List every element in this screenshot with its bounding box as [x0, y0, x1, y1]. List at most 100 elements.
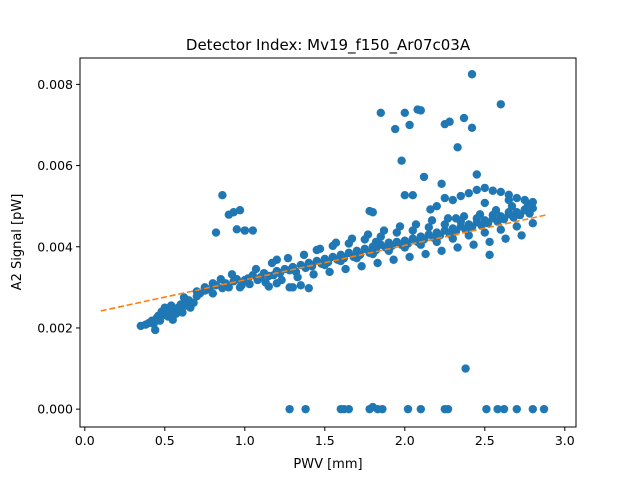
data-point — [472, 185, 481, 195]
data-point — [488, 210, 497, 220]
y-tick-label: 0.008 — [37, 77, 73, 92]
x-tick-label: 2.5 — [475, 433, 495, 448]
y-tick-label: 0.000 — [37, 402, 73, 417]
data-point — [499, 404, 509, 414]
data-point — [155, 316, 165, 325]
data-point — [227, 270, 237, 279]
data-point — [405, 252, 414, 262]
data-point — [309, 270, 318, 279]
data-point — [248, 226, 257, 235]
data-point — [469, 240, 478, 249]
data-point — [344, 404, 353, 414]
data-point — [485, 250, 494, 260]
data-point — [472, 214, 481, 223]
data-point — [392, 228, 401, 237]
data-point — [211, 228, 221, 237]
data-point — [520, 205, 529, 214]
data-point — [373, 258, 382, 268]
data-point — [151, 325, 160, 335]
data-point — [192, 292, 201, 301]
data-point — [400, 191, 409, 200]
data-point — [173, 304, 182, 313]
data-point — [378, 404, 387, 414]
data-point — [240, 226, 249, 235]
data-point — [405, 120, 414, 130]
data-point — [448, 195, 457, 205]
data-point — [459, 113, 469, 123]
y-tick-label: 0.004 — [37, 239, 73, 254]
data-point — [245, 279, 254, 289]
x-tick-label: 1.5 — [315, 433, 335, 448]
data-point — [186, 303, 195, 312]
data-point — [397, 156, 406, 165]
data-point — [453, 143, 462, 152]
data-point — [496, 100, 505, 109]
x-tick-label: 0.0 — [75, 433, 95, 448]
data-point — [456, 191, 465, 201]
data-point — [416, 240, 425, 249]
data-point — [472, 170, 481, 179]
y-tick-label: 0.006 — [37, 158, 73, 173]
data-point — [251, 264, 261, 274]
data-point — [440, 193, 449, 203]
data-point — [482, 404, 491, 414]
data-point — [501, 234, 510, 243]
data-point — [328, 241, 337, 251]
x-axis: 0.0 0.5 1.0 1.5 2.0 2.5 3.0 — [75, 427, 575, 448]
data-point — [283, 253, 293, 263]
data-point — [517, 231, 526, 240]
data-point — [218, 191, 227, 200]
data-point — [416, 404, 425, 414]
data-point — [528, 219, 537, 228]
data-point — [480, 228, 489, 237]
data-point — [539, 404, 549, 414]
data-point — [168, 315, 177, 325]
y-axis: 0.000 0.002 0.004 0.006 0.008 — [37, 77, 80, 417]
data-point — [437, 179, 446, 189]
data-point — [288, 283, 297, 292]
x-tick-label: 1.0 — [235, 433, 255, 448]
data-point — [376, 108, 385, 118]
data-point — [299, 250, 309, 260]
y-tick-label: 0.002 — [37, 320, 73, 335]
data-point — [272, 279, 281, 288]
data-point — [424, 223, 433, 232]
data-point — [432, 201, 441, 211]
data-point — [528, 197, 537, 207]
data-point — [208, 289, 217, 298]
data-point — [389, 255, 398, 264]
data-point — [440, 220, 449, 229]
data-point — [496, 187, 505, 197]
x-axis-title: PWV [mm] — [293, 457, 362, 472]
data-point — [464, 188, 473, 198]
plot-frame — [79, 57, 577, 428]
data-point — [296, 281, 305, 290]
data-point — [285, 404, 294, 414]
data-point — [408, 226, 417, 235]
data-point — [445, 117, 454, 126]
data-point — [400, 108, 409, 118]
data-point — [443, 404, 453, 414]
data-point — [437, 246, 446, 256]
data-point — [360, 235, 369, 244]
data-point — [384, 246, 393, 256]
fit-line-layer — [100, 214, 546, 312]
data-point — [512, 193, 521, 203]
data-point — [179, 293, 189, 302]
x-tick-label: 0.5 — [155, 433, 175, 448]
data-point — [467, 123, 477, 133]
data-point — [467, 70, 477, 79]
data-point — [272, 255, 281, 264]
data-point — [488, 186, 497, 195]
data-point — [357, 262, 366, 271]
data-point — [301, 404, 310, 414]
data-point — [368, 249, 377, 259]
data-point — [421, 249, 430, 259]
data-point — [419, 172, 429, 182]
scatter-points — [136, 70, 549, 414]
fit-line — [100, 214, 546, 312]
data-point — [235, 283, 245, 292]
data-point — [218, 283, 227, 293]
data-point — [512, 404, 521, 414]
